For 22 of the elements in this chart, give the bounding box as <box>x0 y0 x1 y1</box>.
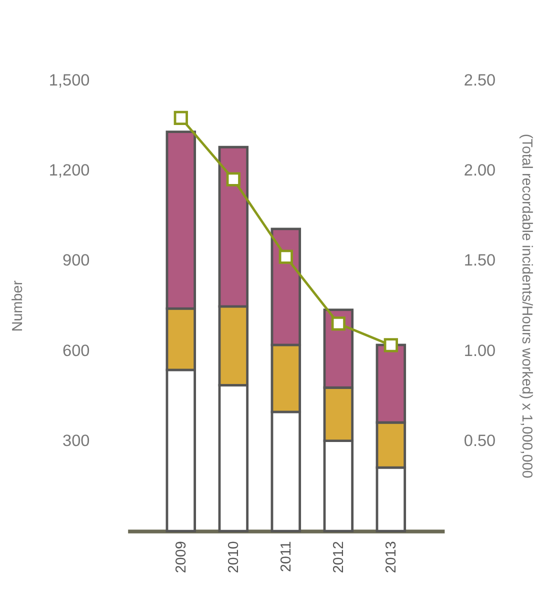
y2-tick-label: 2.50 <box>464 71 496 90</box>
y2-tick-label: 2.00 <box>464 162 496 180</box>
x-tick-label: 2010 <box>226 541 242 574</box>
point <box>384 338 398 352</box>
point <box>174 110 188 126</box>
point <box>278 250 293 264</box>
y-tick-label: 1,500 <box>48 71 90 90</box>
y2-tick-label: 1.50 <box>464 252 496 270</box>
y-tick-label: 1,200 <box>48 162 90 180</box>
x-tick-label: 2013 <box>384 541 400 574</box>
y-tick-label: 300 <box>62 432 90 450</box>
x-tick-label: 2009 <box>174 541 190 574</box>
y2-tick-label: 0.50 <box>464 432 496 450</box>
y-tick-label: 900 <box>62 252 90 270</box>
x-tick-label: 2012 <box>331 541 348 574</box>
point <box>331 316 346 331</box>
y-tick-label: 600 <box>62 342 90 360</box>
y-axis-title: Number <box>10 280 26 332</box>
y2-axis-title: (Total recordable incidents/Hours worked) x 1,000,000 <box>518 134 534 478</box>
y2-tick-label: 1.00 <box>464 342 496 360</box>
point <box>226 172 240 186</box>
x-tick-label: 2011 <box>278 541 295 572</box>
